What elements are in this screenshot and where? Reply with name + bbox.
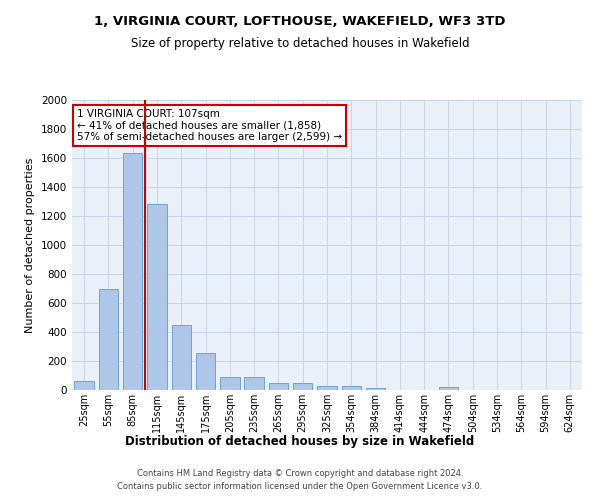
Text: Distribution of detached houses by size in Wakefield: Distribution of detached houses by size … xyxy=(125,435,475,448)
Text: 1 VIRGINIA COURT: 107sqm
← 41% of detached houses are smaller (1,858)
57% of sem: 1 VIRGINIA COURT: 107sqm ← 41% of detach… xyxy=(77,108,342,142)
Bar xyxy=(99,289,118,390)
Bar xyxy=(366,388,385,390)
Text: Size of property relative to detached houses in Wakefield: Size of property relative to detached ho… xyxy=(131,38,469,51)
Y-axis label: Number of detached properties: Number of detached properties xyxy=(25,158,35,332)
Bar xyxy=(293,384,313,390)
Bar xyxy=(220,377,239,390)
Bar xyxy=(147,204,167,390)
Bar xyxy=(172,326,191,390)
Bar xyxy=(439,387,458,390)
Bar xyxy=(74,380,94,390)
Bar xyxy=(123,153,142,390)
Text: Contains public sector information licensed under the Open Government Licence v3: Contains public sector information licen… xyxy=(118,482,482,491)
Text: Contains HM Land Registry data © Crown copyright and database right 2024.: Contains HM Land Registry data © Crown c… xyxy=(137,468,463,477)
Bar xyxy=(317,386,337,390)
Bar xyxy=(244,377,264,390)
Bar xyxy=(196,353,215,390)
Text: 1, VIRGINIA COURT, LOFTHOUSE, WAKEFIELD, WF3 3TD: 1, VIRGINIA COURT, LOFTHOUSE, WAKEFIELD,… xyxy=(94,15,506,28)
Bar xyxy=(341,386,361,390)
Bar xyxy=(269,383,288,390)
